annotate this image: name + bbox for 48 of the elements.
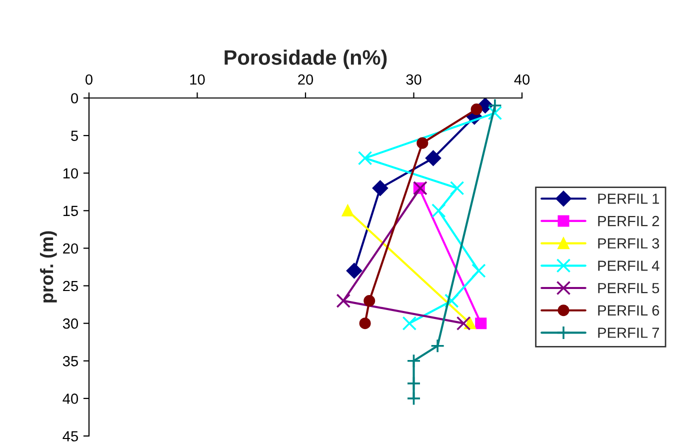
point xyxy=(431,204,446,218)
point xyxy=(450,180,464,196)
point xyxy=(406,376,421,391)
point xyxy=(488,106,502,120)
y-tick-label: 10 xyxy=(63,168,78,179)
y-tick-label: 0 xyxy=(71,93,78,104)
point xyxy=(406,354,421,368)
point xyxy=(372,180,388,196)
point xyxy=(364,295,376,307)
y-tick-label: 5 xyxy=(71,130,78,141)
legend-label: PERFIL 6 xyxy=(598,305,660,316)
y-axis-title: prof. (m) xyxy=(40,231,57,302)
point xyxy=(402,316,417,330)
point xyxy=(425,150,442,166)
point xyxy=(359,318,371,330)
point xyxy=(456,316,471,330)
point xyxy=(416,137,428,149)
legend-label: PERFIL 1 xyxy=(598,194,659,204)
point xyxy=(346,262,362,279)
point xyxy=(342,204,354,216)
chart-title: Porosidade (n%) xyxy=(224,50,387,69)
point xyxy=(413,180,428,196)
x-tick-label: 40 xyxy=(514,74,530,85)
point xyxy=(336,294,351,308)
point xyxy=(475,318,487,330)
point xyxy=(472,264,486,278)
point xyxy=(430,338,445,354)
point xyxy=(488,98,502,113)
y-tick-label: 25 xyxy=(63,280,78,292)
legend-label: PERFIL 2 xyxy=(598,216,659,226)
x-tick-label: 20 xyxy=(298,74,314,85)
y-tick-label: 45 xyxy=(62,431,78,442)
x-tick-label: 10 xyxy=(190,74,205,85)
y-tick-label: 15 xyxy=(63,206,78,216)
point xyxy=(444,294,459,308)
legend-label: PERFIL 3 xyxy=(598,238,660,249)
point xyxy=(358,150,372,166)
legend-label: PERFIL 5 xyxy=(598,283,660,294)
y-tick-label: 40 xyxy=(62,394,78,404)
y-tick-label: 30 xyxy=(62,318,78,329)
legend-label: PERFIL 4 xyxy=(598,260,660,271)
legend-label: PERFIL 7 xyxy=(598,328,659,338)
x-tick-label: 0 xyxy=(86,74,92,85)
x-tick-label: 30 xyxy=(406,74,422,85)
y-tick-label: 35 xyxy=(62,356,78,366)
y-tick-label: 20 xyxy=(63,243,78,254)
point xyxy=(470,104,482,116)
point xyxy=(406,391,421,406)
